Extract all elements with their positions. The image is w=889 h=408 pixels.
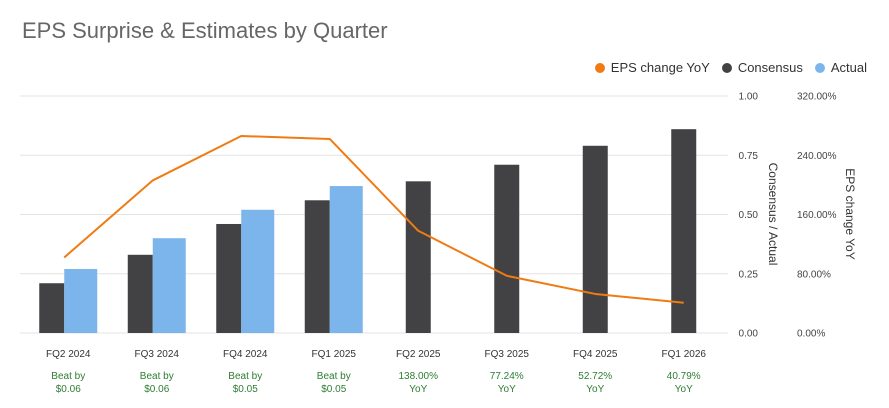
y-left-tick-label: 0.75 — [739, 151, 759, 162]
surprise-note-line1: 40.79% — [667, 371, 701, 382]
consensus-bar — [582, 145, 608, 333]
y-right-tick-label: 320.00% — [797, 92, 837, 103]
y-left-tick-label: 0.25 — [739, 269, 759, 280]
x-tick-label: FQ1 2026 — [662, 349, 707, 360]
legend-yoy-label: EPS change YoY — [610, 60, 710, 75]
x-tick-label: FQ3 2025 — [485, 349, 530, 360]
eps-yoy-line — [63, 134, 684, 304]
x-tick-label: FQ4 2025 — [573, 349, 618, 360]
surprise-note-line1: 77.24% — [490, 371, 524, 382]
y-left-axis-title: Consensus / Actual — [766, 163, 780, 266]
consensus-bar — [127, 254, 153, 333]
surprise-note-line2: YoY — [586, 384, 604, 395]
legend-item-yoy[interactable]: EPS change YoY — [594, 60, 710, 75]
actual-bar — [64, 269, 98, 333]
surprise-note-line1: Beat by — [140, 371, 174, 382]
actual-bar — [329, 186, 363, 333]
x-tick-label: FQ2 2024 — [46, 349, 91, 360]
y-right-tick-label: 240.00% — [797, 151, 837, 162]
legend: EPS change YoY Consensus Actual — [594, 60, 867, 75]
actual-bar — [152, 238, 186, 333]
y-left-tick-label: 1.00 — [739, 92, 759, 103]
surprise-note-line1: Beat by — [317, 371, 351, 382]
surprise-note-line2: $0.05 — [321, 384, 346, 395]
y-right-tick-label: 0.00% — [797, 329, 825, 340]
legend-actual-label: Actual — [830, 60, 867, 75]
consensus-bar — [39, 283, 65, 333]
chart-title: EPS Surprise & Estimates by Quarter — [22, 18, 388, 43]
actual-bar — [241, 209, 275, 333]
consensus-bar — [216, 223, 242, 333]
surprise-note-line2: YoY — [498, 384, 516, 395]
x-tick-label: FQ2 2025 — [396, 349, 441, 360]
consensus-bar — [671, 129, 697, 333]
x-tick-label: FQ1 2025 — [312, 349, 357, 360]
surprise-note-line1: Beat by — [228, 371, 262, 382]
surprise-note-line1: 138.00% — [399, 371, 439, 382]
legend-yoy-swatch — [594, 62, 605, 73]
consensus-bar — [405, 181, 431, 333]
surprise-note-line1: Beat by — [51, 371, 85, 382]
legend-actual-swatch — [814, 62, 825, 73]
surprise-note-line2: $0.05 — [233, 384, 258, 395]
y-left-tick-label: 0.00 — [739, 329, 759, 340]
x-tick-label: FQ4 2024 — [223, 349, 268, 360]
surprise-note-line2: $0.06 — [144, 384, 169, 395]
x-tick-label: FQ3 2024 — [135, 349, 180, 360]
legend-item-consensus[interactable]: Consensus — [721, 60, 803, 75]
y-left-tick-label: 0.50 — [739, 210, 759, 221]
consensus-bar — [304, 200, 330, 333]
surprise-note-line2: $0.06 — [56, 384, 81, 395]
legend-consensus-label: Consensus — [737, 60, 803, 75]
surprise-note-line1: 52.72% — [578, 371, 612, 382]
surprise-note-line2: YoY — [675, 384, 693, 395]
y-right-axis-title: EPS change YoY — [843, 168, 857, 259]
y-right-tick-label: 80.00% — [797, 269, 831, 280]
surprise-note-line2: YoY — [409, 384, 427, 395]
consensus-bar — [494, 164, 520, 333]
y-right-tick-label: 160.00% — [797, 210, 837, 221]
legend-consensus-swatch — [721, 62, 732, 73]
legend-item-actual[interactable]: Actual — [814, 60, 867, 75]
